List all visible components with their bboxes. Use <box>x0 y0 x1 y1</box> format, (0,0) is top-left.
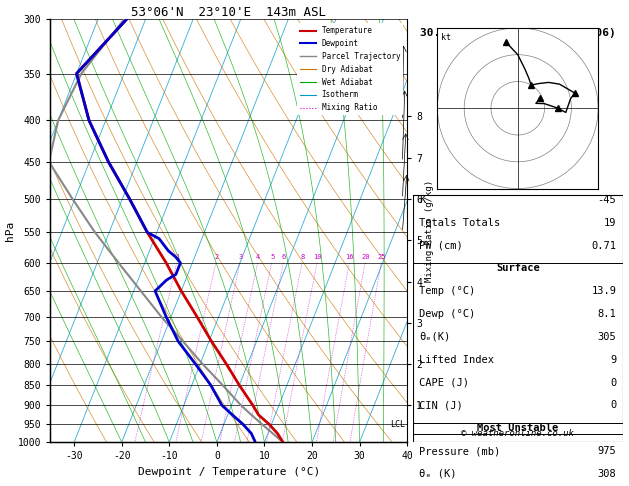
Text: 19: 19 <box>604 218 616 228</box>
Text: 0: 0 <box>610 400 616 410</box>
Text: 8.1: 8.1 <box>598 309 616 319</box>
Text: θₑ(K): θₑ(K) <box>419 332 450 342</box>
Title: 53°06'N  23°10'E  143m ASL: 53°06'N 23°10'E 143m ASL <box>131 6 326 19</box>
Text: 4: 4 <box>256 254 260 260</box>
Text: Lifted Index: Lifted Index <box>419 355 494 364</box>
FancyBboxPatch shape <box>413 195 623 442</box>
Text: 5: 5 <box>270 254 274 260</box>
Text: © weatheronline.co.uk: © weatheronline.co.uk <box>461 429 574 438</box>
Text: 8: 8 <box>301 254 305 260</box>
Legend: Temperature, Dewpoint, Parcel Trajectory, Dry Adiabat, Wet Adiabat, Isotherm, Mi: Temperature, Dewpoint, Parcel Trajectory… <box>297 23 403 115</box>
Text: 308: 308 <box>598 469 616 479</box>
Text: 975: 975 <box>598 446 616 456</box>
Text: θₑ (K): θₑ (K) <box>419 469 457 479</box>
Y-axis label: hPa: hPa <box>5 221 15 241</box>
Text: PW (cm): PW (cm) <box>419 241 463 251</box>
Text: 9: 9 <box>610 355 616 364</box>
Text: Dewp (°C): Dewp (°C) <box>419 309 476 319</box>
Text: 3: 3 <box>238 254 243 260</box>
Text: 10: 10 <box>313 254 322 260</box>
Text: -45: -45 <box>598 195 616 205</box>
Text: CAPE (J): CAPE (J) <box>419 378 469 387</box>
Text: Temp (°C): Temp (°C) <box>419 286 476 296</box>
Text: 2: 2 <box>214 254 219 260</box>
Text: K: K <box>419 195 425 205</box>
Text: 0.71: 0.71 <box>591 241 616 251</box>
Y-axis label: Mixing Ratio (g/kg): Mixing Ratio (g/kg) <box>425 180 434 282</box>
Text: Surface: Surface <box>496 263 540 274</box>
Text: 0: 0 <box>610 378 616 387</box>
Text: Pressure (mb): Pressure (mb) <box>419 446 500 456</box>
Text: 25: 25 <box>377 254 386 260</box>
Text: CIN (J): CIN (J) <box>419 400 463 410</box>
Text: 20: 20 <box>362 254 370 260</box>
Text: 16: 16 <box>346 254 354 260</box>
X-axis label: Dewpoint / Temperature (°C): Dewpoint / Temperature (°C) <box>138 467 320 477</box>
Text: Most Unstable: Most Unstable <box>477 423 559 433</box>
Text: LCL: LCL <box>390 420 405 429</box>
Text: 13.9: 13.9 <box>591 286 616 296</box>
Text: 305: 305 <box>598 332 616 342</box>
Text: 6: 6 <box>282 254 286 260</box>
Text: Totals Totals: Totals Totals <box>419 218 500 228</box>
Text: 30.04.2024  21GMT  (Base: 06): 30.04.2024 21GMT (Base: 06) <box>420 28 616 38</box>
Text: 1: 1 <box>175 254 179 260</box>
